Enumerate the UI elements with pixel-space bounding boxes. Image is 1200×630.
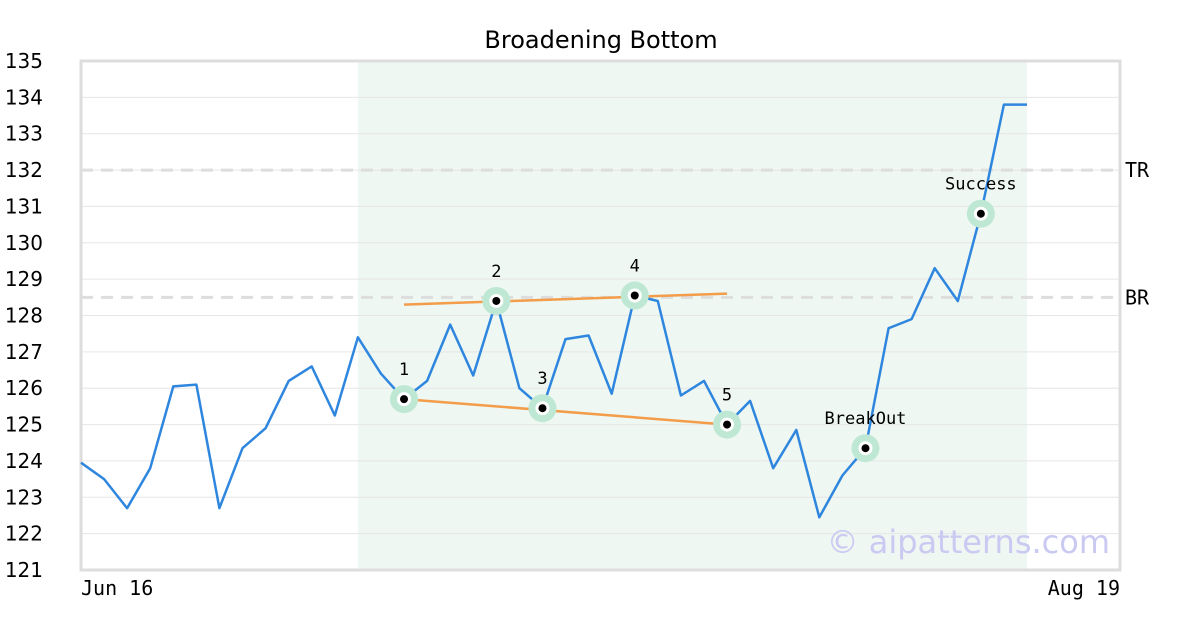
reference-line-label: TR xyxy=(1125,158,1150,182)
chart-title: Broadening Bottom xyxy=(484,26,717,54)
y-tick-label: 131 xyxy=(5,194,43,218)
point-label: BreakOut xyxy=(825,409,907,429)
y-tick-label: 127 xyxy=(5,340,43,364)
point-marker-dot xyxy=(976,209,985,218)
annotations-layer: 1 2 3 4 5 BreakOut Success xyxy=(390,175,1017,463)
y-tick-label: 122 xyxy=(5,522,43,546)
y-tick-label: 128 xyxy=(5,304,43,328)
point-marker-dot xyxy=(630,291,639,300)
y-tick-label: 134 xyxy=(5,85,43,109)
y-tick-label: 125 xyxy=(5,413,43,437)
point-label: 1 xyxy=(399,360,409,380)
watermark: © aipatterns.com xyxy=(827,523,1110,561)
y-tick-label: 124 xyxy=(5,449,43,473)
point-label: 5 xyxy=(722,386,732,406)
point-marker-dot xyxy=(723,420,732,429)
x-axis-ticks: Jun 16 Aug 19 xyxy=(81,576,1120,600)
trend-lines-layer xyxy=(403,292,728,426)
y-tick-label: 130 xyxy=(5,231,43,255)
x-tick-label: Aug 19 xyxy=(1048,576,1120,600)
y-tick-label: 135 xyxy=(5,49,43,73)
y-tick-label: 121 xyxy=(5,558,43,582)
point-marker-dot xyxy=(538,404,547,413)
trend-line xyxy=(403,397,728,426)
y-tick-label: 132 xyxy=(5,158,43,182)
y-tick-label: 126 xyxy=(5,376,43,400)
point-label: 4 xyxy=(630,257,640,277)
plot-frame xyxy=(79,59,1122,572)
price-line xyxy=(80,103,1027,519)
grid-layer xyxy=(81,60,1120,571)
series-layer xyxy=(80,103,1027,519)
x-tick-label: Jun 16 xyxy=(81,576,153,600)
y-tick-label: 129 xyxy=(5,267,43,291)
y-tick-label: 123 xyxy=(5,485,43,509)
y-tick-label: 133 xyxy=(5,122,43,146)
reference-line-label: BR xyxy=(1125,285,1150,309)
point-marker-dot xyxy=(400,395,409,404)
reference-lines-layer: TR BR xyxy=(81,158,1150,309)
point-marker-dot xyxy=(861,444,870,453)
point-label: 2 xyxy=(491,262,501,282)
y-axis-ticks: 121 122 123 124 125 126 127 128 129 130 131 132 133 1… xyxy=(5,49,43,582)
point-label: 3 xyxy=(537,369,547,389)
point-label: Success xyxy=(945,175,1017,195)
point-marker-dot xyxy=(492,296,501,305)
trend-line xyxy=(403,292,728,306)
